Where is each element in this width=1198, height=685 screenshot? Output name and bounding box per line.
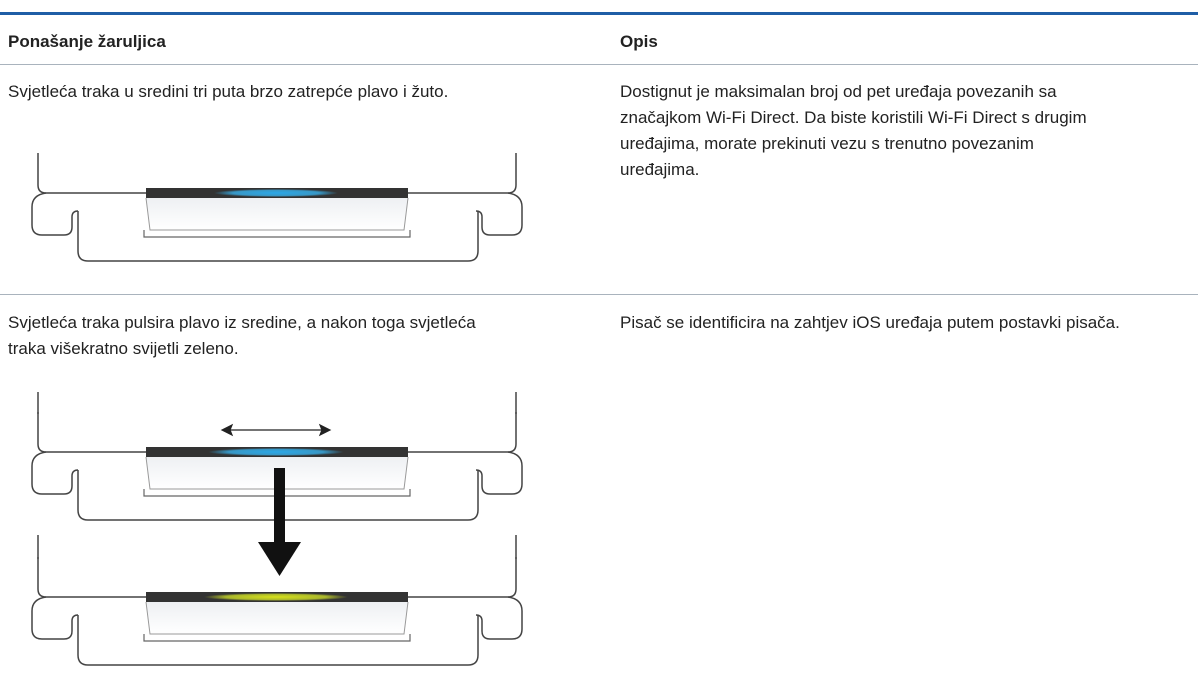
text-line: traka višekratno svijetli zeleno. (8, 339, 239, 358)
behavior-cell: Svjetleća traka u sredini tri puta brzo … (8, 79, 448, 105)
description-cell: Dostignut je maksimalan broj od pet uređ… (620, 79, 1087, 183)
printer-illustrations (31, 152, 523, 666)
double-arrow (220, 423, 332, 437)
text-line: Dostignut je maksimalan broj od pet uređ… (620, 82, 1057, 101)
behavior-cell: Svjetleća traka pulsira plavo iz sredine… (8, 310, 476, 362)
text-line: Svjetleća traka u sredini tri puta brzo … (8, 82, 449, 101)
row-separator (0, 294, 1198, 295)
printer-drawing (31, 152, 523, 262)
text-line: značajkom Wi-Fi Direct. Da biste koristi… (620, 108, 1087, 127)
column-header: Ponašanje žaruljica (8, 32, 166, 51)
text-line: Pisač se identificira na zahtjev iOS ure… (620, 313, 1120, 332)
text-line: Svjetleća traka pulsira plavo iz sredine… (8, 313, 476, 332)
printer-drawing (31, 535, 523, 666)
row-separator (0, 64, 1198, 65)
column-header: Opis (620, 32, 658, 51)
table-top-rule (0, 12, 1198, 15)
down-arrow (258, 468, 301, 576)
printer-drawing (31, 392, 523, 521)
text-line: uređajima. (620, 160, 700, 179)
text-line: uređajima, morate prekinuti vezu s trenu… (620, 134, 1034, 153)
description-cell: Pisač se identificira na zahtjev iOS ure… (620, 310, 1120, 336)
